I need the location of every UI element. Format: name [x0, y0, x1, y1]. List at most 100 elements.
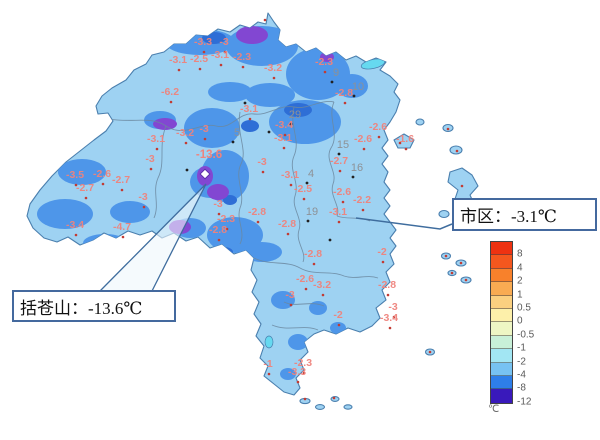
station-id-label: 29	[289, 109, 301, 121]
temp-label: -2.2	[353, 194, 371, 206]
station-dot-black	[352, 94, 356, 98]
legend-tick-label: 1	[517, 289, 523, 301]
station-dot	[263, 18, 267, 22]
station-dot	[361, 208, 365, 212]
station-dot	[142, 205, 146, 209]
station-dot	[321, 293, 325, 297]
station-dot	[184, 141, 188, 145]
station-dot	[381, 260, 385, 264]
temp-label: -2.8	[335, 87, 353, 99]
temp-label: -3.3	[288, 366, 306, 378]
temp-label: -2.7	[330, 155, 348, 167]
temp-label: -2.7	[112, 174, 130, 186]
temp-label: -4.7	[113, 221, 131, 233]
station-dot	[386, 293, 390, 297]
temp-label: -2.6	[93, 168, 111, 180]
station-id-label: 15	[337, 139, 349, 151]
station-dot	[464, 278, 468, 282]
temp-label: -2.6	[354, 133, 372, 145]
temp-label: -3.1	[169, 54, 187, 66]
callout-kuocangshan-text: 括苍山：-13.6℃	[20, 298, 143, 318]
temp-label: -3.1	[211, 49, 229, 61]
temp-label: -2	[333, 309, 342, 321]
callout-urban: 市区：-3.1℃	[452, 198, 597, 231]
station-dot	[337, 220, 341, 224]
legend-cell	[491, 362, 512, 376]
temperature-zones	[37, 26, 386, 380]
legend-cell	[491, 308, 512, 323]
station-dot	[198, 67, 202, 71]
station-dot	[120, 188, 124, 192]
station-dot	[217, 212, 221, 216]
legend-cell	[491, 389, 512, 403]
callout-kuocangshan: 括苍山：-13.6℃	[12, 290, 176, 322]
temp-label: -2	[377, 246, 386, 258]
station-dot	[286, 232, 290, 236]
legend-cell	[491, 255, 512, 269]
legend-tick-label: 2	[517, 275, 523, 287]
legend-tick-label: -8	[517, 382, 526, 394]
station-dot	[282, 146, 286, 150]
station-dot	[459, 261, 463, 265]
station-dot	[217, 238, 221, 242]
station-dot	[343, 101, 347, 105]
station-dot	[283, 133, 287, 137]
station-dot-black	[185, 168, 189, 172]
station-id-label: 10	[352, 81, 364, 93]
station-dot	[296, 380, 300, 384]
station-id-label: 16	[351, 162, 363, 174]
station-dot	[149, 167, 153, 171]
temp-label: -3.1	[281, 169, 299, 181]
legend-cell	[491, 375, 512, 390]
temp-label: -2.3	[315, 56, 333, 68]
station-dot	[74, 233, 78, 237]
temp-label: -3.4	[66, 219, 84, 231]
station-dot	[323, 70, 327, 74]
temp-label: -1	[263, 358, 272, 370]
station-dot	[289, 183, 293, 187]
station-dot	[302, 197, 306, 201]
station-id-label: 9	[333, 67, 339, 79]
temp-label: -2.3	[233, 51, 251, 63]
station-id-label: 5	[234, 127, 240, 139]
station-dot	[272, 76, 276, 80]
station-dot	[392, 315, 396, 319]
legend-tick-label: 0.5	[517, 302, 531, 314]
legend-cell	[491, 335, 512, 350]
temp-label: -2.5	[190, 53, 208, 65]
legend-tick-label: 0	[517, 315, 523, 327]
station-dot	[338, 169, 342, 173]
temp-label: -3.1	[240, 103, 258, 115]
temp-label: -6.2	[161, 86, 179, 98]
temp-label: -3.1	[329, 206, 347, 218]
mountain-peak-marker	[199, 168, 211, 180]
temp-label: -2.6	[369, 121, 387, 133]
station-dot	[444, 254, 448, 258]
station-dot-black	[328, 238, 332, 242]
temp-label: -2.3	[217, 213, 235, 225]
station-dot-black	[351, 175, 355, 179]
temp-label: -2.8	[378, 279, 396, 291]
station-dot	[223, 50, 227, 54]
temp-label: -2.5	[294, 183, 312, 195]
station-dot	[446, 127, 450, 131]
station-dot	[428, 350, 432, 354]
station-dot	[256, 220, 260, 224]
legend-unit-label: ℃	[488, 404, 500, 415]
temp-label: -3.2	[313, 279, 331, 291]
legend-tick-label: 8	[517, 248, 523, 260]
station-id-label: 19	[306, 206, 318, 218]
temp-label: -3.1	[147, 133, 165, 145]
temp-label: -2.6	[333, 186, 351, 198]
temp-label: -2.8	[248, 206, 266, 218]
station-dot	[261, 170, 265, 174]
legend-tick-label: -1	[517, 342, 526, 354]
station-dot	[302, 371, 306, 375]
station-dot	[460, 184, 464, 188]
callout-urban-text: 市区：-3.1℃	[460, 207, 557, 226]
station-dot	[398, 141, 402, 145]
station-dot-black	[267, 130, 271, 134]
station-dot	[155, 147, 159, 151]
